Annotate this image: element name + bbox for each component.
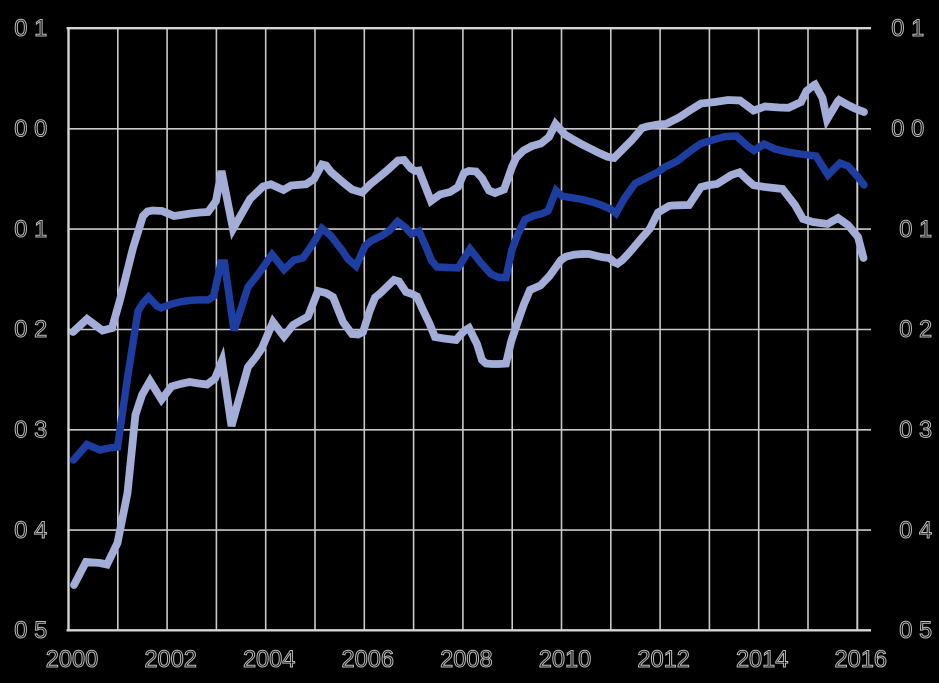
svg-text:0: 0 — [899, 317, 912, 343]
svg-text:0: 0 — [14, 317, 27, 343]
svg-text:0: 0 — [14, 518, 27, 544]
svg-text:1: 1 — [919, 217, 932, 243]
svg-text:2014: 2014 — [736, 647, 789, 673]
svg-text:0: 0 — [911, 116, 924, 142]
svg-text:2: 2 — [34, 317, 47, 343]
svg-text:3: 3 — [919, 417, 932, 443]
svg-text:2006: 2006 — [342, 647, 395, 673]
svg-text:2002: 2002 — [144, 647, 197, 673]
svg-text:0: 0 — [14, 16, 27, 42]
svg-text:0: 0 — [899, 618, 912, 644]
svg-text:5: 5 — [919, 618, 932, 644]
svg-text:2012: 2012 — [637, 647, 690, 673]
svg-text:2010: 2010 — [539, 647, 592, 673]
svg-text:1: 1 — [34, 217, 47, 243]
svg-text:2004: 2004 — [243, 647, 296, 673]
svg-text:1: 1 — [34, 16, 47, 42]
svg-text:0: 0 — [899, 518, 912, 544]
svg-text:4: 4 — [919, 518, 932, 544]
svg-text:2: 2 — [919, 317, 932, 343]
svg-text:0: 0 — [14, 417, 27, 443]
svg-text:3: 3 — [34, 417, 47, 443]
svg-text:0: 0 — [34, 116, 47, 142]
svg-text:1: 1 — [911, 16, 924, 42]
svg-text:0: 0 — [14, 217, 27, 243]
svg-text:0: 0 — [14, 618, 27, 644]
svg-text:2000: 2000 — [46, 647, 99, 673]
svg-text:2016: 2016 — [835, 647, 888, 673]
svg-text:0: 0 — [891, 116, 904, 142]
svg-text:0: 0 — [899, 217, 912, 243]
svg-text:5: 5 — [34, 618, 47, 644]
svg-text:2008: 2008 — [440, 647, 493, 673]
svg-text:0: 0 — [899, 417, 912, 443]
svg-text:4: 4 — [34, 518, 47, 544]
svg-text:0: 0 — [14, 116, 27, 142]
svg-text:0: 0 — [891, 16, 904, 42]
